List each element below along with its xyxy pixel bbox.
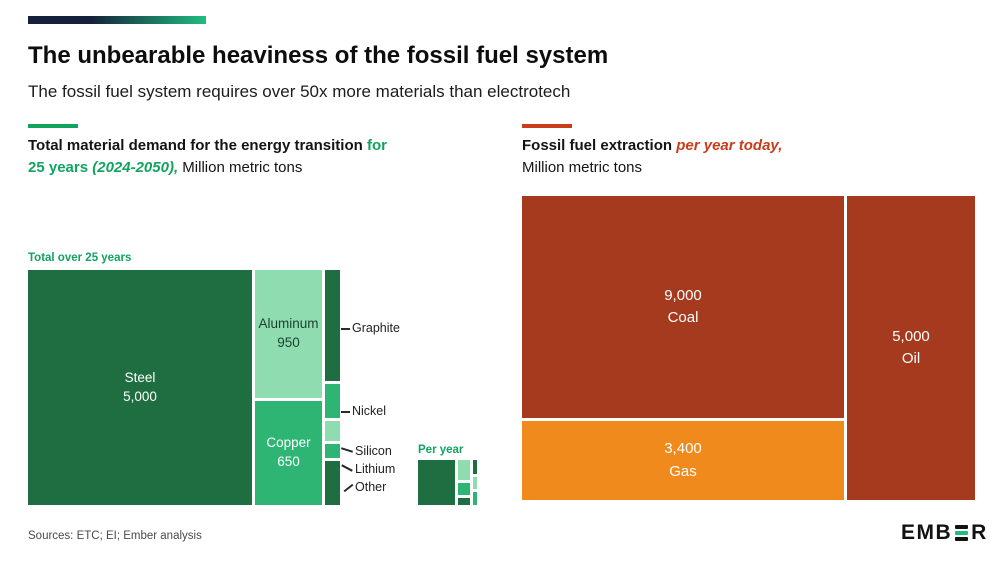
coal-label: Coal <box>667 309 699 326</box>
treemap-cell-aluminum: Aluminum 950 <box>255 270 322 398</box>
page-subtitle: The fossil fuel system requires over 50x… <box>28 82 571 101</box>
right-chart-heading: Fossil fuel extraction per year today, M… <box>522 135 962 179</box>
left-heading-green-years: 25 years <box>28 158 93 176</box>
left-heading-accent-bar <box>28 124 78 128</box>
copper-label: Copper <box>266 435 311 451</box>
callout-line-lithium <box>341 464 353 472</box>
steel-label: Steel <box>124 369 156 385</box>
left-heading-main: Total material demand for the energy tra… <box>28 137 363 154</box>
steel-value: 5,000 <box>123 388 157 404</box>
treemap-cell-coal: 9,000 Coal <box>522 196 844 418</box>
mini-cell-aluminum <box>458 460 470 480</box>
callout-nickel: Nickel <box>352 404 387 418</box>
mini-cell-copper <box>458 483 470 495</box>
left-heading-green-range: (2024-2050), <box>92 158 179 176</box>
ember-logo: EMB R <box>901 521 988 545</box>
mini-cell-strip-3 <box>473 492 477 505</box>
callout-graphite: Graphite <box>352 321 400 335</box>
treemap-cell-steel: Steel 5,000 <box>28 270 252 505</box>
logo-e-bar-bottom <box>955 537 969 541</box>
sources-text: Sources: ETC; EI; Ember analysis <box>28 530 202 542</box>
logo-e-bar-middle <box>955 531 969 535</box>
per-year-label: Per year <box>418 444 464 456</box>
mini-cell-graphite <box>458 498 470 505</box>
mini-cell-strip-2 <box>473 477 477 489</box>
logo-text-emb: EMB <box>901 521 953 544</box>
page-title: The unbearable heaviness of the fossil f… <box>28 42 609 69</box>
materials-treemap: Steel 5,000 Aluminum 950 Copper 650 <box>28 270 340 505</box>
treemap-cell-gas: 3,400 Gas <box>522 421 844 500</box>
callout-line-graphite <box>341 328 350 330</box>
treemap-cell-silicon <box>325 421 340 441</box>
total-over-25-years-label: Total over 25 years <box>28 252 132 264</box>
per-year-mini-treemap <box>418 460 477 505</box>
logo-e-bar-top <box>955 525 969 529</box>
treemap-cell-other <box>325 461 340 505</box>
logo-stylized-e-icon <box>955 525 969 541</box>
mini-cell-steel <box>418 460 455 505</box>
callout-lithium: Lithium <box>355 462 396 476</box>
treemap-cell-nickel <box>325 384 340 418</box>
callout-other: Other <box>355 480 387 494</box>
coal-value: 9,000 <box>664 286 702 304</box>
oil-value: 5,000 <box>892 327 930 345</box>
logo-text-r: R <box>971 521 988 544</box>
left-heading-green-for: for <box>362 137 387 154</box>
left-heading-units: Million metric tons <box>178 158 303 176</box>
mini-cell-strip-1 <box>473 460 477 474</box>
brand-accent-stripe <box>28 16 206 24</box>
right-heading-main: Fossil fuel extraction <box>522 137 677 154</box>
treemap-cell-graphite <box>325 270 340 381</box>
treemap-cell-lithium <box>325 444 340 458</box>
gas-label: Gas <box>669 462 697 480</box>
treemap-cell-copper: Copper 650 <box>255 401 322 505</box>
aluminum-label: Aluminum <box>258 316 319 332</box>
gas-value: 3,400 <box>664 440 702 457</box>
callout-silicon: Silicon <box>355 444 392 458</box>
callout-line-nickel <box>341 411 350 413</box>
treemap-cell-oil: 5,000 Oil <box>847 196 975 500</box>
left-chart-heading: Total material demand for the energy tra… <box>28 135 498 179</box>
oil-label: Oil <box>901 350 921 367</box>
right-heading-accent-bar <box>522 124 572 128</box>
right-heading-red-per-year: per year today, <box>676 137 783 154</box>
fossil-treemap: 9,000 Coal 3,400 Gas 5,000 Oil <box>522 196 975 500</box>
aluminum-value: 950 <box>277 335 300 350</box>
callout-line-silicon <box>340 447 354 453</box>
right-heading-units: Million metric tons <box>522 158 643 176</box>
callout-line-other <box>343 483 354 493</box>
copper-value: 650 <box>277 454 300 469</box>
